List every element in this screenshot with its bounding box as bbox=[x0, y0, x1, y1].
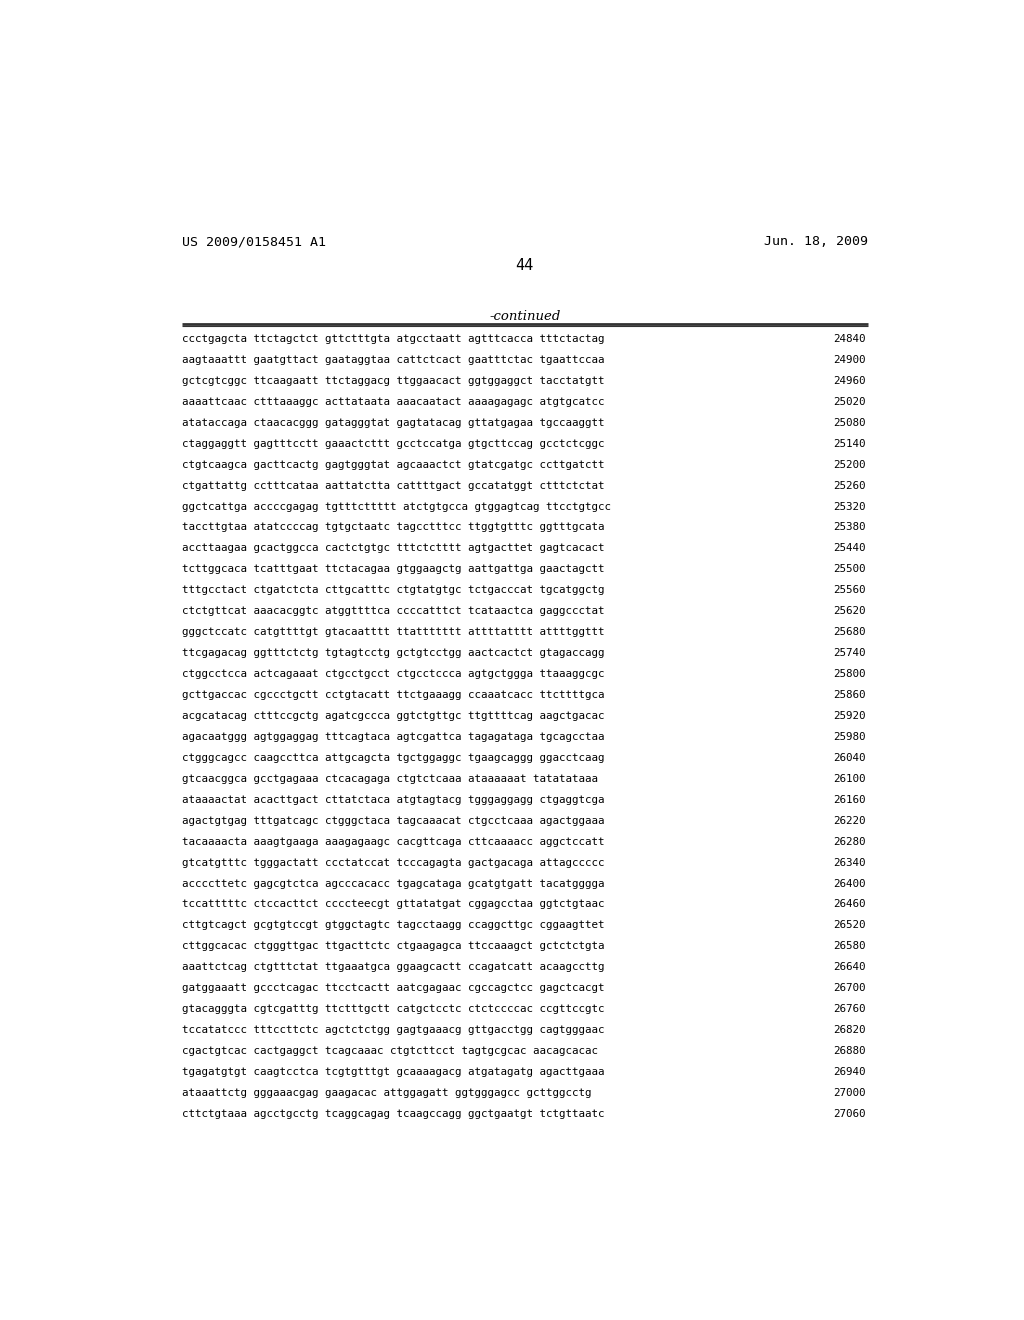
Text: 25620: 25620 bbox=[834, 606, 866, 616]
Text: 26580: 26580 bbox=[834, 941, 866, 952]
Text: 26220: 26220 bbox=[834, 816, 866, 826]
Text: accttaagaa gcactggcca cactctgtgc tttctctttt agtgacttet gagtcacact: accttaagaa gcactggcca cactctgtgc tttctct… bbox=[182, 544, 604, 553]
Text: 44: 44 bbox=[516, 259, 534, 273]
Text: 24960: 24960 bbox=[834, 376, 866, 385]
Text: tcttggcaca tcatttgaat ttctacagaa gtggaagctg aattgattga gaactagctt: tcttggcaca tcatttgaat ttctacagaa gtggaag… bbox=[182, 565, 604, 574]
Text: cttggcacac ctgggttgac ttgacttctc ctgaagagca ttccaaagct gctctctgta: cttggcacac ctgggttgac ttgacttctc ctgaaga… bbox=[182, 941, 604, 952]
Text: ccctgagcta ttctagctct gttctttgta atgcctaatt agtttcacca tttctactag: ccctgagcta ttctagctct gttctttgta atgccta… bbox=[182, 334, 604, 345]
Text: ttcgagacag ggtttctctg tgtagtcctg gctgtcctgg aactcactct gtagaccagg: ttcgagacag ggtttctctg tgtagtcctg gctgtcc… bbox=[182, 648, 604, 659]
Text: cttctgtaaa agcctgcctg tcaggcagag tcaagccagg ggctgaatgt tctgttaatc: cttctgtaaa agcctgcctg tcaggcagag tcaagcc… bbox=[182, 1109, 604, 1119]
Text: 25380: 25380 bbox=[834, 523, 866, 532]
Text: 25860: 25860 bbox=[834, 690, 866, 700]
Text: ctgtcaagca gacttcactg gagtgggtat agcaaactct gtatcgatgc ccttgatctt: ctgtcaagca gacttcactg gagtgggtat agcaaac… bbox=[182, 459, 604, 470]
Text: tccatatccc tttccttctc agctctctgg gagtgaaacg gttgacctgg cagtgggaac: tccatatccc tttccttctc agctctctgg gagtgaa… bbox=[182, 1026, 604, 1035]
Text: 24900: 24900 bbox=[834, 355, 866, 364]
Text: 25020: 25020 bbox=[834, 397, 866, 407]
Text: tgagatgtgt caagtcctca tcgtgtttgt gcaaaagacg atgatagatg agacttgaaa: tgagatgtgt caagtcctca tcgtgtttgt gcaaaag… bbox=[182, 1067, 604, 1077]
Text: gtcaacggca gcctgagaaa ctcacagaga ctgtctcaaa ataaaaaat tatatataaa: gtcaacggca gcctgagaaa ctcacagaga ctgtctc… bbox=[182, 774, 598, 784]
Text: tccatttttc ctccacttct ccccteecgt gttatatgat cggagcctaa ggtctgtaac: tccatttttc ctccacttct ccccteecgt gttatat… bbox=[182, 899, 604, 909]
Text: 25200: 25200 bbox=[834, 459, 866, 470]
Text: agacaatggg agtggaggag tttcagtaca agtcgattca tagagataga tgcagcctaa: agacaatggg agtggaggag tttcagtaca agtcgat… bbox=[182, 731, 604, 742]
Text: 26400: 26400 bbox=[834, 879, 866, 888]
Text: 25440: 25440 bbox=[834, 544, 866, 553]
Text: 25140: 25140 bbox=[834, 438, 866, 449]
Text: accccttetc gagcgtctca agcccacacc tgagcataga gcatgtgatt tacatgggga: accccttetc gagcgtctca agcccacacc tgagcat… bbox=[182, 879, 604, 888]
Text: 25740: 25740 bbox=[834, 648, 866, 659]
Text: 26760: 26760 bbox=[834, 1005, 866, 1014]
Text: 26460: 26460 bbox=[834, 899, 866, 909]
Text: 26340: 26340 bbox=[834, 858, 866, 867]
Text: gctcgtcggc ttcaagaatt ttctaggacg ttggaacact ggtggaggct tacctatgtt: gctcgtcggc ttcaagaatt ttctaggacg ttggaac… bbox=[182, 376, 604, 385]
Text: 26700: 26700 bbox=[834, 983, 866, 993]
Text: ggctcattga accccgagag tgtttcttttt atctgtgcca gtggagtcag ttcctgtgcc: ggctcattga accccgagag tgtttcttttt atctgt… bbox=[182, 502, 611, 512]
Text: 25980: 25980 bbox=[834, 731, 866, 742]
Text: ataaaactat acacttgact cttatctaca atgtagtacg tgggaggagg ctgaggtcga: ataaaactat acacttgact cttatctaca atgtagt… bbox=[182, 795, 604, 805]
Text: 25080: 25080 bbox=[834, 417, 866, 428]
Text: 25680: 25680 bbox=[834, 627, 866, 638]
Text: taccttgtaa atatccccag tgtgctaatc tagcctttcc ttggtgtttc ggtttgcata: taccttgtaa atatccccag tgtgctaatc tagcctt… bbox=[182, 523, 604, 532]
Text: 26100: 26100 bbox=[834, 774, 866, 784]
Text: atataccaga ctaacacggg gatagggtat gagtatacag gttatgagaa tgccaaggtt: atataccaga ctaacacggg gatagggtat gagtata… bbox=[182, 417, 604, 428]
Text: 26640: 26640 bbox=[834, 962, 866, 973]
Text: 26280: 26280 bbox=[834, 837, 866, 846]
Text: tttgcctact ctgatctcta cttgcatttc ctgtatgtgc tctgacccat tgcatggctg: tttgcctact ctgatctcta cttgcatttc ctgtatg… bbox=[182, 585, 604, 595]
Text: 25560: 25560 bbox=[834, 585, 866, 595]
Text: aaaattcaac ctttaaaggc acttataata aaacaatact aaaagagagc atgtgcatcc: aaaattcaac ctttaaaggc acttataata aaacaat… bbox=[182, 397, 604, 407]
Text: aagtaaattt gaatgttact gaataggtaa cattctcact gaatttctac tgaattccaa: aagtaaattt gaatgttact gaataggtaa cattctc… bbox=[182, 355, 604, 364]
Text: 27060: 27060 bbox=[834, 1109, 866, 1119]
Text: ctgggcagcc caagccttca attgcagcta tgctggaggc tgaagcaggg ggacctcaag: ctgggcagcc caagccttca attgcagcta tgctgga… bbox=[182, 752, 604, 763]
Text: 26880: 26880 bbox=[834, 1045, 866, 1056]
Text: acgcatacag ctttccgctg agatcgccca ggtctgttgc ttgttttcag aagctgacac: acgcatacag ctttccgctg agatcgccca ggtctgt… bbox=[182, 711, 604, 721]
Text: 25500: 25500 bbox=[834, 565, 866, 574]
Text: 25320: 25320 bbox=[834, 502, 866, 512]
Text: ctggcctcca actcagaaat ctgcctgcct ctgcctccca agtgctggga ttaaaggcgc: ctggcctcca actcagaaat ctgcctgcct ctgcctc… bbox=[182, 669, 604, 678]
Text: 26820: 26820 bbox=[834, 1026, 866, 1035]
Text: US 2009/0158451 A1: US 2009/0158451 A1 bbox=[182, 235, 326, 248]
Text: gatggaaatt gccctcagac ttcctcactt aatcgagaac cgccagctcc gagctcacgt: gatggaaatt gccctcagac ttcctcactt aatcgag… bbox=[182, 983, 604, 993]
Text: tacaaaacta aaagtgaaga aaagagaagc cacgttcaga cttcaaaacc aggctccatt: tacaaaacta aaagtgaaga aaagagaagc cacgttc… bbox=[182, 837, 604, 846]
Text: agactgtgag tttgatcagc ctgggctaca tagcaaacat ctgcctcaaa agactggaaa: agactgtgag tttgatcagc ctgggctaca tagcaaa… bbox=[182, 816, 604, 826]
Text: 26520: 26520 bbox=[834, 920, 866, 931]
Text: 25920: 25920 bbox=[834, 711, 866, 721]
Text: aaattctcag ctgtttctat ttgaaatgca ggaagcactt ccagatcatt acaagccttg: aaattctcag ctgtttctat ttgaaatgca ggaagca… bbox=[182, 962, 604, 973]
Text: 24840: 24840 bbox=[834, 334, 866, 345]
Text: 26940: 26940 bbox=[834, 1067, 866, 1077]
Text: ataaattctg gggaaacgag gaagacac attggagatt ggtgggagcc gcttggcctg: ataaattctg gggaaacgag gaagacac attggagat… bbox=[182, 1088, 592, 1098]
Text: 26160: 26160 bbox=[834, 795, 866, 805]
Text: Jun. 18, 2009: Jun. 18, 2009 bbox=[764, 235, 867, 248]
Text: ctgattattg cctttcataa aattatctta cattttgact gccatatggt ctttctctat: ctgattattg cctttcataa aattatctta cattttg… bbox=[182, 480, 604, 491]
Text: gggctccatc catgttttgt gtacaatttt ttattttttt attttatttt attttggttt: gggctccatc catgttttgt gtacaatttt ttatttt… bbox=[182, 627, 604, 638]
Text: ctctgttcat aaacacggtc atggttttca ccccatttct tcataactca gaggccctat: ctctgttcat aaacacggtc atggttttca ccccatt… bbox=[182, 606, 604, 616]
Text: 27000: 27000 bbox=[834, 1088, 866, 1098]
Text: cttgtcagct gcgtgtccgt gtggctagtc tagcctaagg ccaggcttgc cggaagttet: cttgtcagct gcgtgtccgt gtggctagtc tagccta… bbox=[182, 920, 604, 931]
Text: -continued: -continued bbox=[489, 310, 560, 323]
Text: ctaggaggtt gagtttcctt gaaactcttt gcctccatga gtgcttccag gcctctcggc: ctaggaggtt gagtttcctt gaaactcttt gcctcca… bbox=[182, 438, 604, 449]
Text: gcttgaccac cgccctgctt cctgtacatt ttctgaaagg ccaaatcacc ttcttttgca: gcttgaccac cgccctgctt cctgtacatt ttctgaa… bbox=[182, 690, 604, 700]
Text: gtacagggta cgtcgatttg ttctttgctt catgctcctc ctctccccac ccgttccgtc: gtacagggta cgtcgatttg ttctttgctt catgctc… bbox=[182, 1005, 604, 1014]
Text: 26040: 26040 bbox=[834, 752, 866, 763]
Text: cgactgtcac cactgaggct tcagcaaac ctgtcttcct tagtgcgcac aacagcacac: cgactgtcac cactgaggct tcagcaaac ctgtcttc… bbox=[182, 1045, 598, 1056]
Text: 25260: 25260 bbox=[834, 480, 866, 491]
Text: gtcatgtttc tgggactatt ccctatccat tcccagagta gactgacaga attagccccc: gtcatgtttc tgggactatt ccctatccat tcccaga… bbox=[182, 858, 604, 867]
Text: 25800: 25800 bbox=[834, 669, 866, 678]
